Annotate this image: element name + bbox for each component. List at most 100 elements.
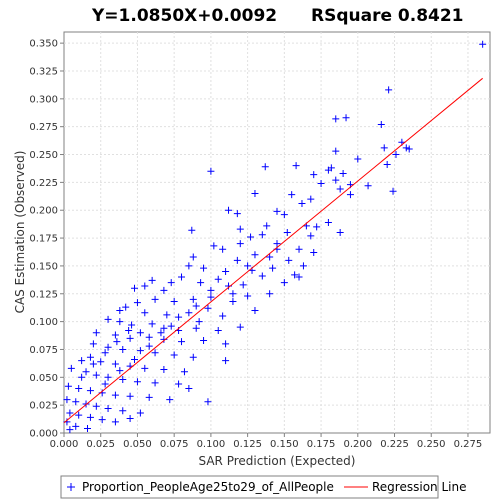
data-point — [170, 351, 178, 359]
y-tick-label: 0.150 — [29, 261, 58, 272]
data-point — [175, 380, 183, 388]
data-point — [86, 387, 94, 395]
data-point — [269, 264, 277, 272]
data-point — [263, 222, 271, 230]
data-point — [104, 373, 112, 381]
data-point — [101, 349, 109, 357]
y-axis-label: CAS Estimation (Observed) — [13, 151, 27, 314]
data-point — [291, 271, 299, 279]
data-point — [251, 190, 259, 198]
data-point — [280, 279, 288, 287]
data-point — [113, 338, 121, 346]
data-point — [141, 282, 149, 290]
data-point — [207, 293, 215, 301]
data-point — [101, 380, 109, 388]
data-point — [160, 324, 168, 332]
y-tick-label: 0.275 — [29, 122, 58, 133]
data-point — [89, 360, 97, 368]
data-point — [273, 207, 281, 215]
data-point — [219, 245, 227, 253]
x-tick-label: 0.275 — [454, 439, 483, 450]
data-point — [200, 337, 208, 345]
data-point — [258, 272, 266, 280]
data-point — [283, 229, 291, 236]
data-point — [163, 311, 171, 319]
data-point — [383, 161, 391, 169]
y-tick-label: 0.000 — [29, 429, 58, 440]
data-point — [151, 295, 159, 303]
data-point — [380, 144, 388, 152]
data-point — [244, 292, 252, 300]
data-point — [64, 382, 72, 390]
data-point — [111, 360, 119, 368]
data-point — [97, 358, 105, 366]
data-point — [119, 376, 127, 384]
data-point — [66, 426, 74, 434]
data-point — [214, 327, 222, 335]
data-point — [346, 191, 354, 199]
data-point — [389, 187, 397, 195]
data-point — [133, 378, 141, 386]
data-point — [166, 396, 174, 404]
data-point — [292, 162, 300, 170]
data-point — [151, 379, 159, 387]
data-point — [104, 315, 112, 323]
data-point — [66, 409, 74, 417]
data-point — [236, 240, 244, 248]
data-point — [200, 264, 208, 272]
data-point — [298, 200, 306, 208]
y-tick-label: 0.325 — [29, 66, 58, 77]
data-point — [119, 345, 127, 353]
data-point — [332, 176, 340, 184]
data-point — [122, 303, 130, 311]
data-point — [392, 151, 400, 159]
data-point — [236, 225, 244, 233]
data-points — [63, 40, 487, 434]
data-point — [92, 402, 100, 410]
data-point — [236, 323, 244, 331]
data-point — [126, 392, 134, 400]
y-tick-label: 0.225 — [29, 178, 58, 189]
data-point — [192, 302, 200, 310]
data-point — [136, 329, 144, 337]
data-point — [405, 145, 413, 153]
data-point — [317, 179, 325, 187]
x-tick-label: 0.100 — [197, 439, 226, 450]
data-point — [214, 275, 222, 283]
data-point — [111, 418, 119, 426]
data-point — [75, 411, 83, 419]
y-tick-label: 0.075 — [29, 345, 58, 356]
data-point — [178, 273, 186, 281]
data-point — [111, 391, 119, 399]
legend-marker-plus-icon — [67, 483, 75, 491]
y-tick-label: 0.350 — [29, 39, 58, 50]
data-point — [310, 249, 318, 257]
data-point — [307, 232, 315, 240]
data-point — [479, 40, 487, 48]
data-point — [377, 120, 385, 128]
chart-title-rsquare: RSquare 0.8421 — [311, 6, 464, 26]
data-point — [136, 409, 144, 417]
data-point — [63, 396, 71, 404]
data-point — [128, 321, 136, 329]
data-point — [307, 195, 315, 203]
data-point — [222, 340, 230, 348]
data-point — [229, 290, 237, 298]
data-point — [126, 334, 134, 342]
x-tick-label: 0.250 — [417, 439, 446, 450]
data-point — [324, 166, 332, 174]
data-point — [67, 364, 75, 372]
y-tick-label: 0.100 — [29, 317, 58, 328]
data-point — [189, 295, 197, 303]
data-point — [89, 340, 97, 348]
data-point — [204, 398, 212, 406]
data-point — [84, 425, 92, 433]
data-point — [247, 233, 255, 241]
x-tick-label: 0.225 — [380, 439, 409, 450]
data-point — [72, 422, 80, 430]
data-point — [299, 262, 307, 270]
y-axis-ticks: 0.000 0.025 0.050 0.075 0.100 0.125 0.150 0.175… — [29, 39, 64, 440]
data-point — [336, 185, 344, 193]
data-point — [167, 279, 175, 287]
